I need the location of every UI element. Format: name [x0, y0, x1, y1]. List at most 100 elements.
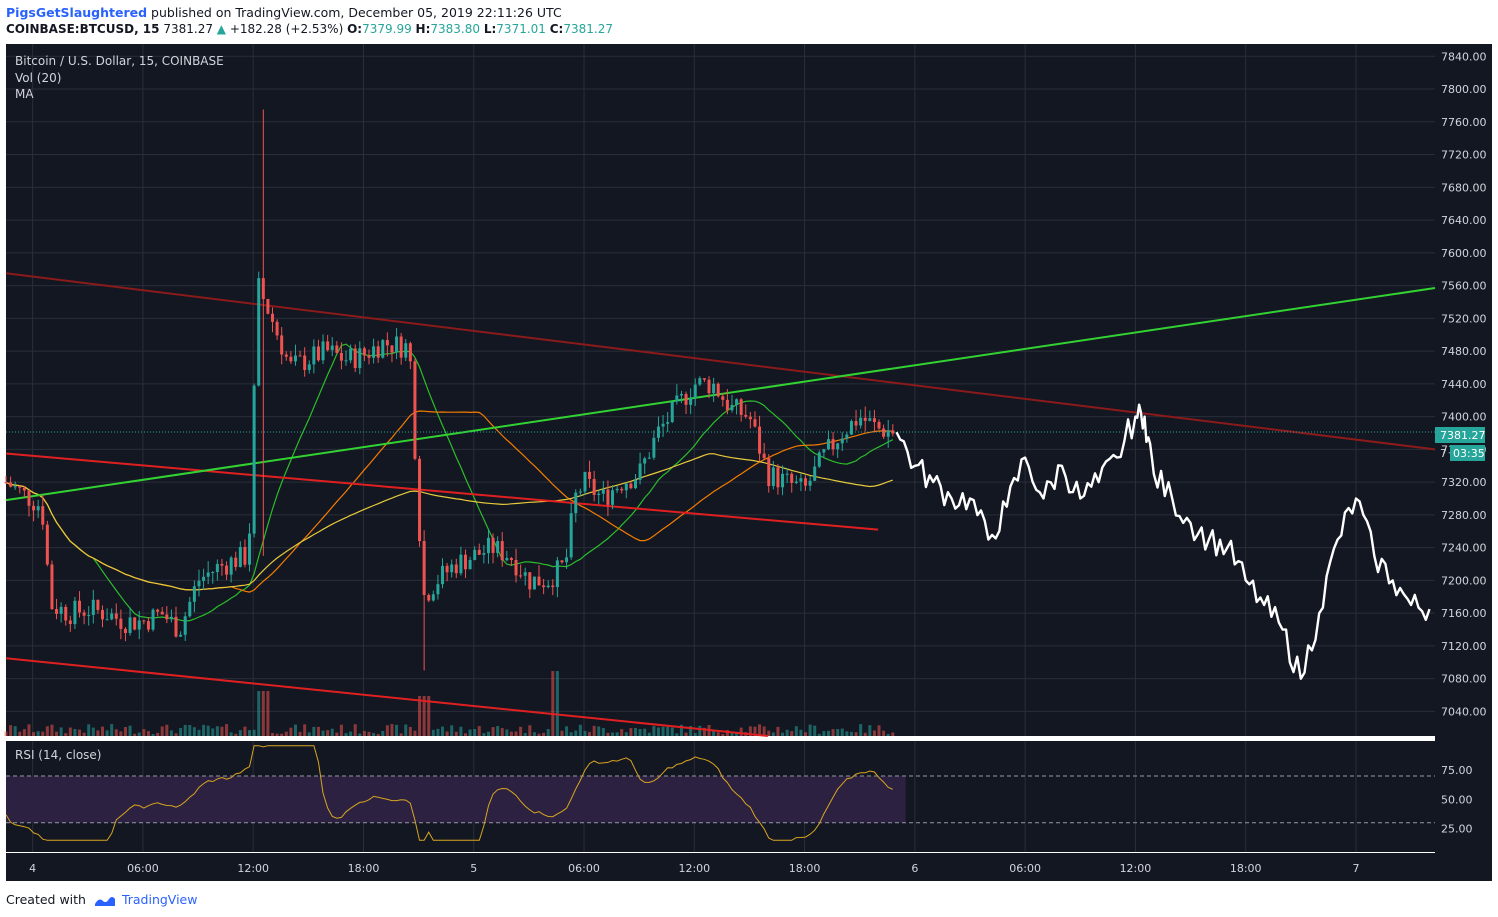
volume-bar: [712, 730, 716, 736]
price-tick-label: 7480.00: [1441, 345, 1487, 358]
candle-body: [4, 482, 8, 484]
candle-body: [606, 489, 610, 505]
candle-body: [836, 443, 840, 450]
candle-body: [293, 355, 297, 362]
volume-bar: [404, 724, 408, 736]
price-tick-label: 7560.00: [1441, 280, 1487, 293]
volume-bar: [542, 732, 546, 736]
volume-bar: [229, 732, 233, 736]
candle-body: [767, 458, 771, 487]
candle-body: [160, 611, 164, 615]
time-tick-label: 4: [29, 862, 36, 875]
candle-body: [509, 558, 513, 561]
volume-bar: [633, 727, 637, 736]
trendlines: [5, 272, 1436, 737]
candle-body: [133, 617, 137, 630]
candle-body: [753, 419, 757, 427]
volume-bar: [716, 732, 720, 736]
candle-body: [689, 398, 693, 405]
price-tick-label: 7440.00: [1441, 378, 1487, 391]
candle-body: [629, 483, 633, 489]
rsi-line: [5, 745, 893, 841]
candle-body: [128, 617, 132, 634]
volume-bar: [537, 733, 541, 736]
volume-bar: [220, 726, 224, 736]
time-tick-label: 06:00: [568, 862, 600, 875]
time-axis: 4 06:00 12:00 18:00 5 06:00 12:00 18:00 6 06:00 12…: [29, 862, 1359, 875]
candle-body: [202, 576, 206, 581]
candle-body: [739, 399, 743, 415]
volume-bar: [367, 731, 371, 736]
candle-body: [523, 572, 527, 576]
candle-body: [656, 426, 660, 438]
candle-body: [22, 487, 26, 491]
volume-bar: [882, 730, 886, 736]
candle-body: [13, 486, 17, 488]
volume-bar: [284, 731, 288, 736]
candle-body: [716, 383, 720, 397]
price-axis: 7040.00 7080.00 7120.00 7160.00 7200.00 7240.…: [1441, 50, 1487, 718]
volume-bar: [523, 733, 527, 736]
candle-body: [877, 422, 881, 429]
candle-body: [229, 557, 233, 575]
candle-body: [330, 345, 334, 351]
candle-body: [454, 564, 458, 574]
volume-bar: [450, 725, 454, 736]
volume-bar: [303, 724, 307, 736]
volume-bar: [289, 727, 293, 736]
volume-bar: [358, 733, 362, 736]
volume-bar: [491, 727, 495, 736]
volume-bar: [877, 725, 881, 736]
tradingview-logo-icon: [94, 896, 115, 906]
candle-body: [316, 346, 320, 361]
candle-body: [601, 489, 605, 494]
volume-bar: [206, 725, 210, 736]
candle-body: [886, 430, 890, 437]
volume-bar: [684, 732, 688, 736]
candle-body: [537, 576, 541, 586]
candle-body: [794, 481, 798, 483]
price-tick-label: 7080.00: [1441, 673, 1487, 686]
candle-body: [693, 384, 697, 399]
volume-bar: [565, 726, 569, 736]
author-link[interactable]: PigsGetSlaughtered: [6, 5, 148, 20]
volume-bar: [454, 731, 458, 736]
volume-bar: [211, 728, 215, 736]
candle-body: [376, 346, 380, 358]
candle-body: [413, 361, 417, 459]
time-tick-label: 18:00: [1230, 862, 1262, 875]
candle-body: [633, 479, 637, 489]
volume-bar: [271, 732, 275, 736]
volume-bar: [335, 732, 339, 736]
candle-body: [592, 478, 596, 495]
price-tick-label: 7160.00: [1441, 607, 1487, 620]
volume-bar: [349, 731, 353, 736]
rsi-axis: 25.00 50.00 75.00: [1441, 764, 1473, 835]
volume-bar: [500, 728, 504, 736]
candle-body: [280, 335, 284, 355]
volume-bar: [872, 730, 876, 736]
candle-body: [817, 452, 821, 467]
candle-body: [82, 612, 86, 616]
candle-body: [146, 621, 150, 630]
volume-bar: [859, 724, 863, 736]
candle-body: [845, 434, 849, 439]
candle-body: [578, 491, 582, 493]
candle-body: [422, 541, 426, 595]
candle-body: [647, 457, 651, 459]
candle-body: [326, 341, 330, 351]
candle-body: [335, 345, 339, 353]
rsi-band: [6, 776, 906, 823]
candle-body: [234, 557, 238, 568]
candle-body: [151, 609, 155, 630]
volume-bar: [298, 731, 302, 736]
candle-body: [418, 458, 422, 542]
volume-bar: [64, 733, 68, 736]
candle-body: [569, 513, 573, 558]
candle-body: [431, 594, 435, 601]
volume-bar: [482, 733, 486, 736]
candle-body: [18, 486, 22, 488]
tradingview-brand[interactable]: TradingView: [121, 892, 198, 907]
volume-bar: [863, 732, 867, 736]
